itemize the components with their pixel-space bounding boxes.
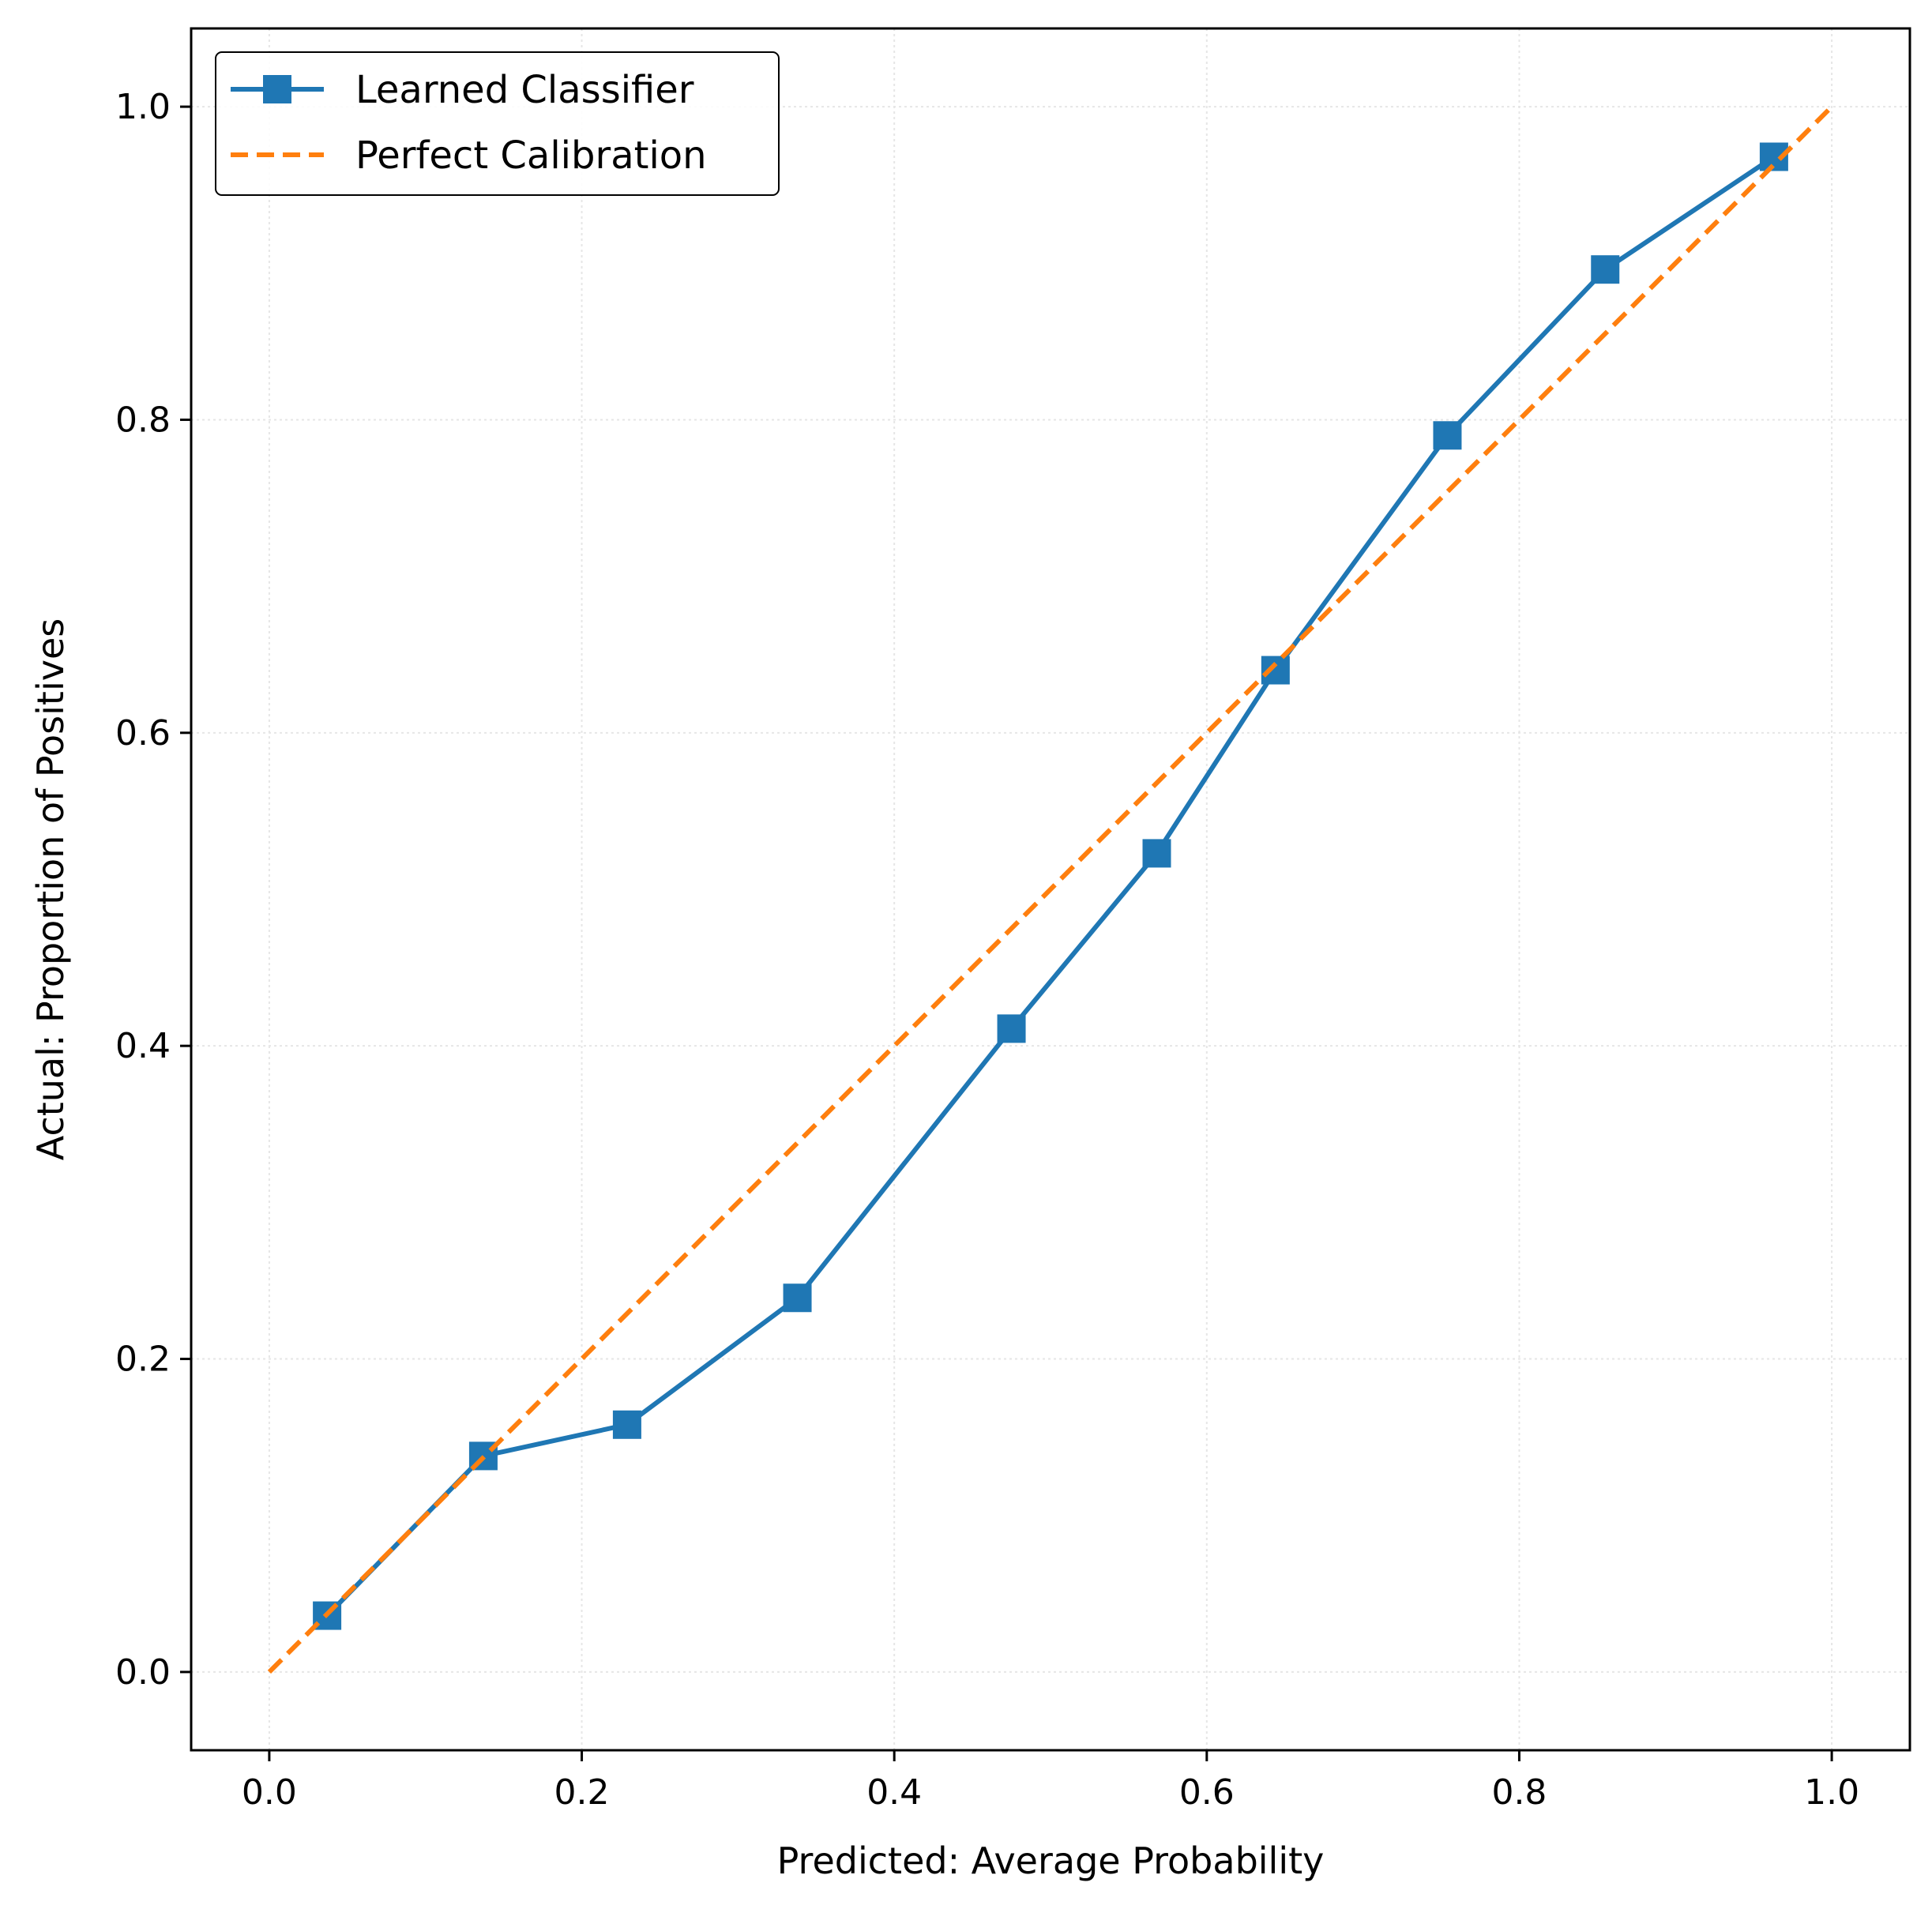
legend: Learned Classifier Perfect Calibration (215, 51, 780, 196)
series-line-1 (267, 104, 1834, 1674)
x-tick-label: 0.4 (866, 1772, 922, 1813)
data-point-marker (1261, 656, 1290, 685)
data-point-marker (997, 1014, 1026, 1043)
y-tick-label: 0.0 (115, 1652, 171, 1693)
legend-label: Learned Classifier (355, 68, 694, 112)
data-point-marker (1433, 421, 1462, 450)
legend-label: Perfect Calibration (355, 133, 707, 178)
series-line-0 (325, 155, 1776, 1618)
grid-layer (191, 28, 1910, 1750)
x-tick-label: 0.8 (1491, 1772, 1547, 1813)
x-axis-title: Predicted: Average Probability (777, 1839, 1325, 1882)
ticks-layer: 0.0 0.2 0.4 0.6 0.8 1.0 0.0 0.2 0.4 0.6 0.8 1.0 (115, 87, 1859, 1813)
series-layer (267, 104, 1834, 1674)
x-tick-label: 0.0 (242, 1772, 297, 1813)
x-tick-label: 1.0 (1804, 1772, 1859, 1813)
legend-swatch-marker (263, 75, 291, 103)
y-tick-label: 1.0 (115, 87, 171, 127)
y-tick-label: 0.6 (115, 713, 171, 753)
plot-frame (190, 27, 1911, 1752)
legend-box (215, 51, 780, 196)
data-point-marker (783, 1283, 812, 1313)
data-point-marker (1591, 255, 1620, 284)
x-tick-label: 0.2 (554, 1772, 610, 1813)
y-tick-label: 0.8 (115, 400, 171, 440)
data-point-marker (1142, 839, 1171, 868)
data-point-marker (612, 1410, 641, 1439)
y-axis-title: Actual: Proportion of Positives (29, 618, 72, 1160)
y-tick-label: 0.2 (115, 1340, 171, 1380)
y-tick-label: 0.4 (115, 1026, 171, 1066)
x-tick-label: 0.6 (1179, 1772, 1235, 1813)
